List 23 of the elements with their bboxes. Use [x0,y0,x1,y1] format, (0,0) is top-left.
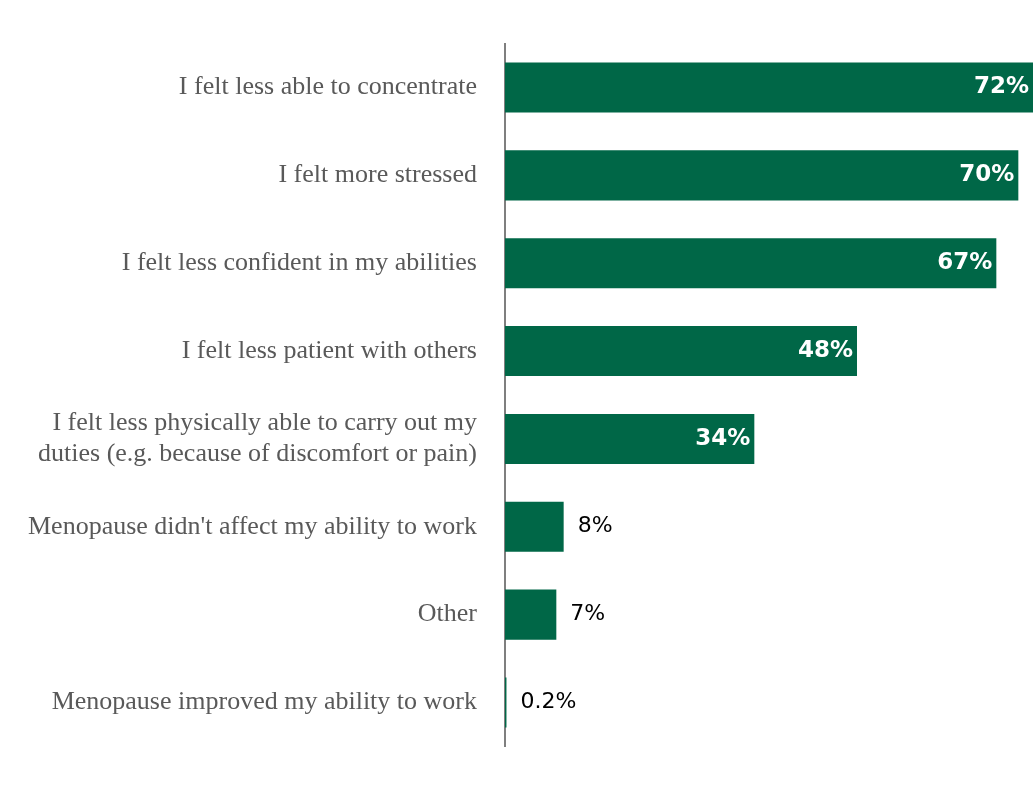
data-label: 48% [797,336,853,363]
data-label: 70% [959,160,1015,187]
data-label: 67% [937,248,993,275]
bar [505,589,557,640]
data-label: 72% [973,72,1029,99]
y-tick-label: Menopause improved my ability to work [51,686,477,716]
data-label: 34% [695,423,751,450]
bar [505,326,857,377]
y-tick-label: I felt less physically able to carry out my duties (e.g. because of discomfort or pain) [38,407,477,468]
bar [505,501,564,552]
y-tick-label: Menopause didn't affect my ability to work [28,510,477,540]
bar [505,413,755,464]
data-label: 7% [570,600,606,626]
y-tick-label: Other [417,598,478,628]
y-tick-label: I felt less confident in my abilities [121,247,477,277]
data-label: 0.2% [520,688,577,714]
bar [505,150,1019,201]
y-tick-label: I felt less able to concentrate [178,71,477,101]
y-tick-label: I felt less patient with others [181,334,477,364]
bar [505,62,1033,113]
y-tick-label: I felt more stressed [278,159,477,189]
data-label: 8% [577,512,613,538]
bar [505,238,997,289]
